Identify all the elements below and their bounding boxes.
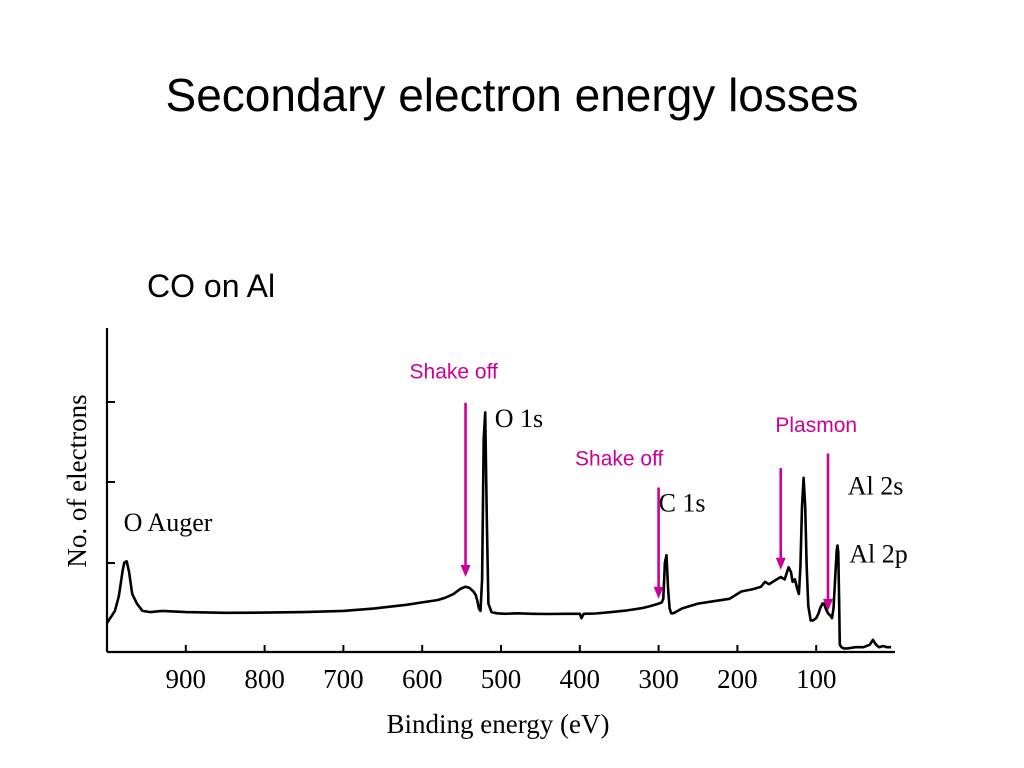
x-tick-label: 400 bbox=[560, 664, 601, 694]
annotation-label: Shake off bbox=[410, 361, 499, 384]
peak-label: C 1s bbox=[659, 489, 706, 518]
peak-labels: O Auger O 1s C 1s Al 2s Al 2p bbox=[124, 404, 908, 569]
slide-title: Secondary electron energy losses bbox=[165, 69, 859, 121]
peak-label: O 1s bbox=[495, 404, 543, 433]
arrowhead-icon bbox=[775, 557, 786, 570]
x-tick-label: 800 bbox=[244, 664, 285, 694]
axes bbox=[105, 328, 895, 654]
arrowhead-icon bbox=[653, 586, 664, 599]
arrowhead-icon bbox=[460, 564, 471, 577]
x-tick-label: 600 bbox=[402, 664, 443, 694]
annotation-label: Shake off bbox=[575, 448, 664, 471]
peak-label: O Auger bbox=[124, 508, 213, 537]
x-tick-label: 300 bbox=[638, 664, 679, 694]
peak-label: Al 2s bbox=[848, 472, 904, 501]
arrowhead-icon bbox=[823, 598, 834, 611]
x-ticks: 900 800 700 600 500 400 300 200 100 bbox=[166, 645, 837, 694]
peak-label: Al 2p bbox=[849, 539, 908, 568]
x-tick-label: 900 bbox=[166, 664, 207, 694]
x-tick-label: 200 bbox=[717, 664, 758, 694]
spectrum-line bbox=[105, 411, 892, 650]
slide-subtitle: CO on Al bbox=[147, 268, 276, 304]
annotations: Shake off Shake off Plasmon bbox=[410, 361, 857, 611]
x-axis-label: Binding energy (eV) bbox=[387, 709, 610, 739]
annotation-label: Plasmon bbox=[775, 414, 857, 437]
x-tick-label: 700 bbox=[323, 664, 364, 694]
x-tick-label: 500 bbox=[481, 664, 522, 694]
x-tick-label: 100 bbox=[796, 664, 837, 694]
y-axis-label: No. of electrons bbox=[62, 394, 92, 567]
